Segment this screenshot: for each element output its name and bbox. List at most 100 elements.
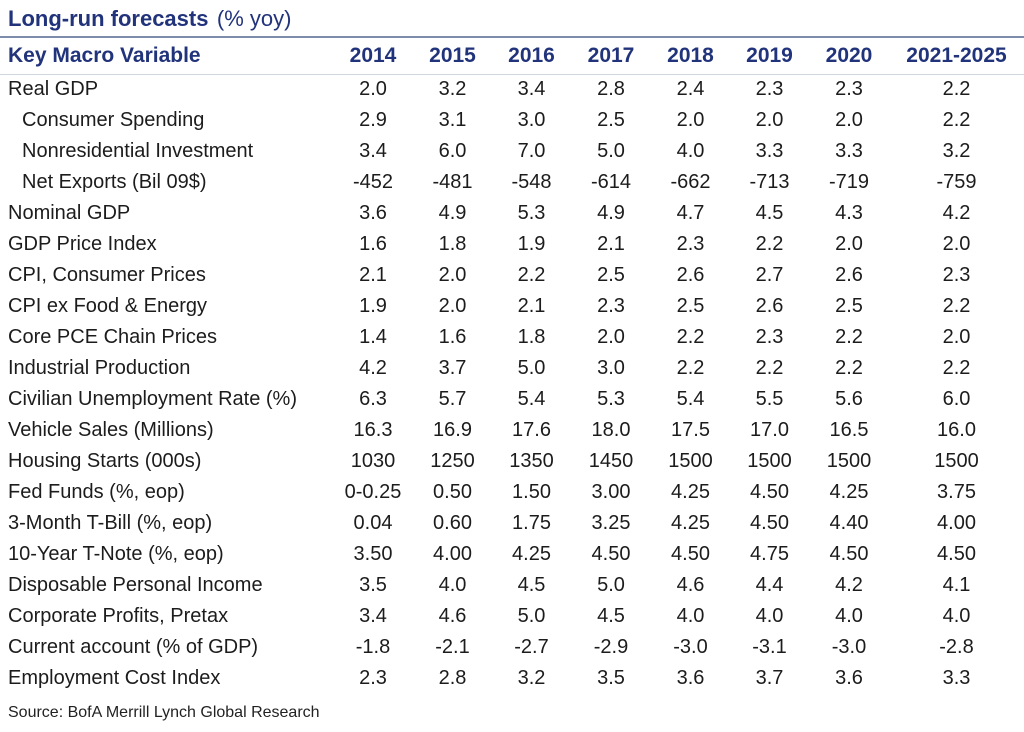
table-cell: 4.50 — [671, 543, 710, 565]
table-cell: 1.6 — [359, 233, 387, 255]
table-cell: 3.5 — [359, 574, 387, 596]
table-cell: 3.3 — [942, 667, 971, 689]
table-cell: 5.3 — [597, 388, 625, 410]
table-header-row: Key Macro Variable 2014 2015 2016 2017 2018 2… — [0, 38, 1024, 75]
table-cell: 4.40 — [829, 512, 869, 534]
table-cell: 1.6 — [438, 326, 467, 348]
table-cell: 2.2 — [942, 78, 971, 101]
table-cell: 3.7 — [755, 667, 784, 689]
table-cell: 3.6 — [676, 667, 705, 689]
table-row: CPI ex Food & Energy 1.9 2.0 2.1 2.3 2.5 2.6 2.… — [0, 291, 1024, 322]
table-cell: -452 — [352, 171, 394, 193]
table-cell: 3.4 — [517, 78, 546, 101]
table-cell: 5.4 — [676, 388, 705, 410]
table-cell: 2.2 — [755, 357, 784, 379]
table-row: Consumer Spending 2.9 3.1 3.0 2.5 2.0 2.0 2.0 2.… — [0, 105, 1024, 136]
column-header-year: 2017 — [571, 38, 651, 75]
table-row: Housing Starts (000s) 1030 1250 1350 1450 150… — [0, 446, 1024, 477]
table-row: Corporate Profits, Pretax 3.4 4.6 5.0 4.5 4.0… — [0, 601, 1024, 632]
table-cell: 1500 — [668, 450, 713, 472]
row-label: Real GDP — [8, 78, 99, 101]
table-cell: 2.1 — [517, 295, 546, 317]
table-title-suffix: (% yoy) — [216, 6, 292, 31]
table-cell: 3.4 — [359, 605, 387, 627]
table-cell: 5.6 — [835, 388, 863, 410]
table-row: Current account (% of GDP) -1.8 -2.1 -2.7 -2… — [0, 632, 1024, 663]
forecast-table: Key Macro Variable 2014 2015 2016 2017 2018 2… — [0, 38, 1024, 694]
column-header-year: 2014 — [333, 38, 413, 75]
table-cell: 4.1 — [942, 574, 971, 596]
table-cell: 2.2 — [676, 357, 705, 379]
row-label: Core PCE Chain Prices — [8, 326, 217, 348]
table-cell: -3.0 — [831, 636, 867, 658]
table-cell: 1.4 — [359, 326, 387, 348]
table-cell: 3.3 — [755, 140, 784, 162]
table-cell: 1.9 — [359, 295, 387, 317]
table-cell: 4.0 — [438, 574, 467, 596]
table-cell: 1450 — [588, 450, 634, 472]
table-cell: 4.6 — [438, 605, 467, 627]
table-cell: 2.2 — [755, 233, 784, 255]
row-label: 3-Month T-Bill (%, eop) — [8, 512, 213, 534]
table-cell: 4.0 — [942, 605, 971, 627]
table-cell: -713 — [749, 171, 790, 193]
table-cell: -481 — [432, 171, 473, 193]
source-attribution: Source: BofA Merrill Lynch Global Resear… — [8, 704, 320, 721]
table-cell: 3.00 — [591, 481, 631, 503]
table-cell: 16.3 — [353, 419, 393, 441]
table-cell: 0.60 — [433, 512, 472, 534]
table-cell: 2.0 — [438, 295, 467, 317]
table-row: Vehicle Sales (Millions) 16.3 16.9 17.6 18.0… — [0, 415, 1024, 446]
table-cell: 2.0 — [942, 233, 971, 255]
table-cell: 4.00 — [937, 512, 976, 534]
table-row: Net Exports (Bil 09$) -452 -481 -548 -614 -66… — [0, 167, 1024, 198]
table-cell: 16.9 — [433, 419, 472, 441]
table-cell: 4.50 — [750, 481, 789, 503]
table-cell: 5.4 — [517, 388, 546, 410]
column-header-year: 2020 — [809, 38, 889, 75]
table-cell: 17.6 — [512, 419, 551, 441]
table-row: Real GDP 2.0 3.2 3.4 2.8 2.4 2.3 2.3 2.2 — [0, 74, 1024, 105]
table-cell: 4.25 — [829, 481, 869, 503]
table-cell: 2.2 — [517, 264, 546, 286]
table-cell: 2.6 — [835, 264, 863, 286]
column-header-key-macro-variable: Key Macro Variable — [0, 38, 333, 75]
table-cell: -614 — [590, 171, 632, 193]
table-cell: 7.0 — [517, 140, 546, 162]
table-cell: 16.0 — [937, 419, 976, 441]
row-label: Current account (% of GDP) — [8, 636, 259, 658]
table-cell: 1.50 — [512, 481, 551, 503]
table-cell: 0.50 — [433, 481, 472, 503]
table-row: Nonresidential Investment 3.4 6.0 7.0 5.0 4.0… — [0, 136, 1024, 167]
table-cell: 5.0 — [517, 605, 546, 627]
table-cell: 4.6 — [676, 574, 705, 596]
table-cell: 4.5 — [597, 605, 625, 627]
table-cell: 2.5 — [597, 109, 625, 131]
table-cell: -719 — [828, 171, 870, 193]
table-cell: 2.3 — [755, 78, 784, 101]
table-cell: 4.50 — [591, 543, 631, 565]
row-label: Civilian Unemployment Rate (%) — [8, 388, 297, 410]
table-cell: 3.1 — [438, 109, 467, 131]
table-cell: -759 — [936, 171, 977, 193]
table-cell: 1250 — [430, 450, 475, 472]
table-cell: 3.3 — [835, 140, 863, 162]
table-cell: 6.0 — [438, 140, 467, 162]
table-cell: 3.4 — [359, 140, 387, 162]
row-label: Industrial Production — [8, 357, 191, 379]
row-label: Nonresidential Investment — [22, 140, 254, 162]
table-cell: 1500 — [826, 450, 872, 472]
table-cell: 5.0 — [597, 140, 625, 162]
table-cell: 3.25 — [591, 512, 631, 534]
row-label: Housing Starts (000s) — [8, 450, 202, 472]
table-cell: 2.3 — [835, 78, 863, 101]
table-cell: 1.9 — [517, 233, 546, 255]
table-cell: 4.3 — [835, 202, 863, 224]
table-cell: 4.2 — [359, 357, 387, 379]
table-cell: 4.5 — [755, 202, 784, 224]
table-cell: 2.2 — [942, 295, 971, 317]
table-cell: -2.7 — [514, 636, 549, 658]
table-cell: 4.25 — [671, 481, 710, 503]
table-cell: -548 — [511, 171, 552, 193]
table-cell: 1030 — [350, 450, 396, 472]
